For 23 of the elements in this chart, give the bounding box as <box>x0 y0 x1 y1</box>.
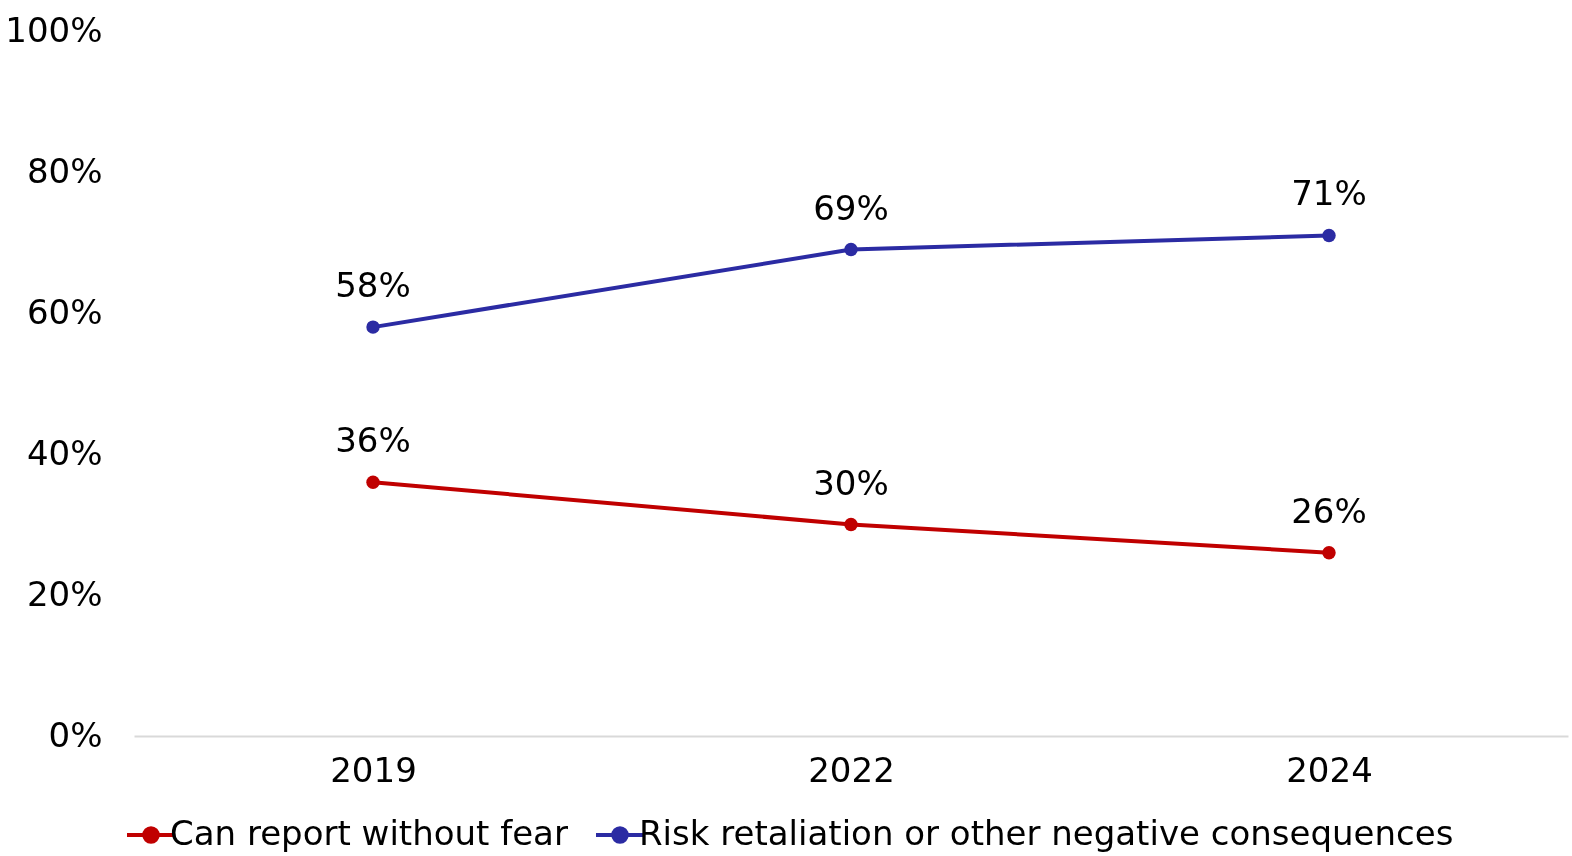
y-tick-label: 20% <box>26 573 103 614</box>
legend-label: Can report without fear <box>170 813 568 853</box>
data-label: 30% <box>813 462 889 503</box>
point <box>844 517 858 532</box>
y-tick-label: 100% <box>5 9 103 50</box>
point <box>1322 546 1336 560</box>
y-tick-label: 40% <box>26 432 103 473</box>
point <box>1322 228 1336 243</box>
point <box>366 320 380 334</box>
point <box>366 475 380 489</box>
x-tick-label: 2024 <box>1286 749 1373 790</box>
data-label: 71% <box>1291 173 1367 214</box>
point <box>844 242 858 257</box>
x-tick-label: 2022 <box>808 749 895 790</box>
x-tick-label: 2019 <box>330 749 417 790</box>
data-label: 36% <box>335 420 411 461</box>
y-tick-label: 60% <box>26 291 103 332</box>
data-label: 26% <box>1291 490 1367 531</box>
data-label: 58% <box>335 265 411 306</box>
y-tick-label: 80% <box>26 150 103 191</box>
legend-label: Risk retaliation or other negative consequences <box>639 813 1454 853</box>
y-tick-label: 0% <box>48 714 103 755</box>
data-label: 69% <box>813 187 889 228</box>
